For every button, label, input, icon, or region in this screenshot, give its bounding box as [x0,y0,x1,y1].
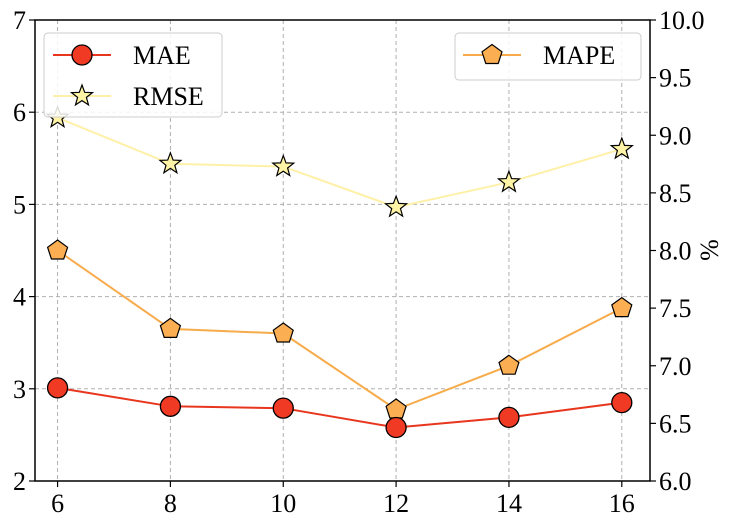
data-point-mae [159,395,182,417]
legend-right: MAPE [454,32,642,81]
legend-label-rmse: RMSE [133,82,204,111]
series-line-mae [57,386,622,429]
series-markers [45,104,634,439]
left-y-tick-label: 3 [13,375,26,404]
left-y-axis-ticks: 2 3 4 5 6 7 [13,6,35,496]
left-y-tick-label: 5 [13,190,26,219]
x-tick-label: 6 [51,489,64,518]
right-y-tick-label: 7.0 [659,352,692,381]
data-point-rmse [383,194,409,218]
data-point-mae [46,377,69,399]
left-y-tick-label: 2 [13,467,26,496]
grid-lines [35,20,650,481]
data-point-rmse [496,169,522,193]
legend-left: MAE RMSE [43,32,223,118]
right-y-tick-label: 9.0 [659,121,692,150]
data-point-mape [611,296,633,318]
right-y-tick-label: 7.5 [659,294,692,323]
data-point-rmse [271,153,296,177]
right-y-tick-label: 9.5 [659,64,692,93]
data-point-mape [272,322,294,343]
x-tick-label: 12 [383,489,409,518]
data-point-mae [611,391,633,414]
left-y-tick-label: 6 [13,98,26,127]
series-line-rmse [57,116,623,209]
data-point-mape [385,398,407,419]
legend-frame [454,32,642,81]
series-lines [57,116,623,429]
series-line-mape [57,249,623,411]
data-point-mape [159,317,182,338]
x-tick-label: 16 [609,489,635,518]
legend-marker-mae [71,44,93,66]
legend-label-mape: MAPE [543,41,615,70]
x-tick-label: 14 [496,489,522,518]
data-point-mape [46,239,69,260]
x-tick-label: 8 [164,489,177,518]
right-y-tick-label: 6.0 [659,467,692,496]
data-point-rmse [158,151,183,175]
right-y-axis-label: % [695,239,724,261]
data-point-mae [498,406,520,429]
right-y-tick-label: 10.0 [659,6,705,35]
legend-label-mae: MAE [133,41,191,70]
legend-marker-rmse [69,83,95,107]
right-y-tick-label: 8.0 [659,237,692,266]
data-point-mae [385,416,407,439]
data-point-mae [272,397,294,419]
x-tick-label: 10 [270,489,296,518]
x-axis-ticks: 6 8 10 12 14 16 [51,481,635,518]
legend-marker-mape [481,43,503,65]
right-y-tick-label: 6.5 [659,409,692,438]
left-y-tick-label: 4 [13,283,26,312]
left-y-tick-label: 7 [13,6,26,35]
right-y-tick-label: 8.5 [659,179,692,208]
data-point-mape [498,354,520,375]
right-y-axis-ticks: 6.0 6.5 7.0 7.5 8.0 8.5 9.0 9.5 10.0 [650,6,705,496]
data-point-rmse [609,136,634,160]
